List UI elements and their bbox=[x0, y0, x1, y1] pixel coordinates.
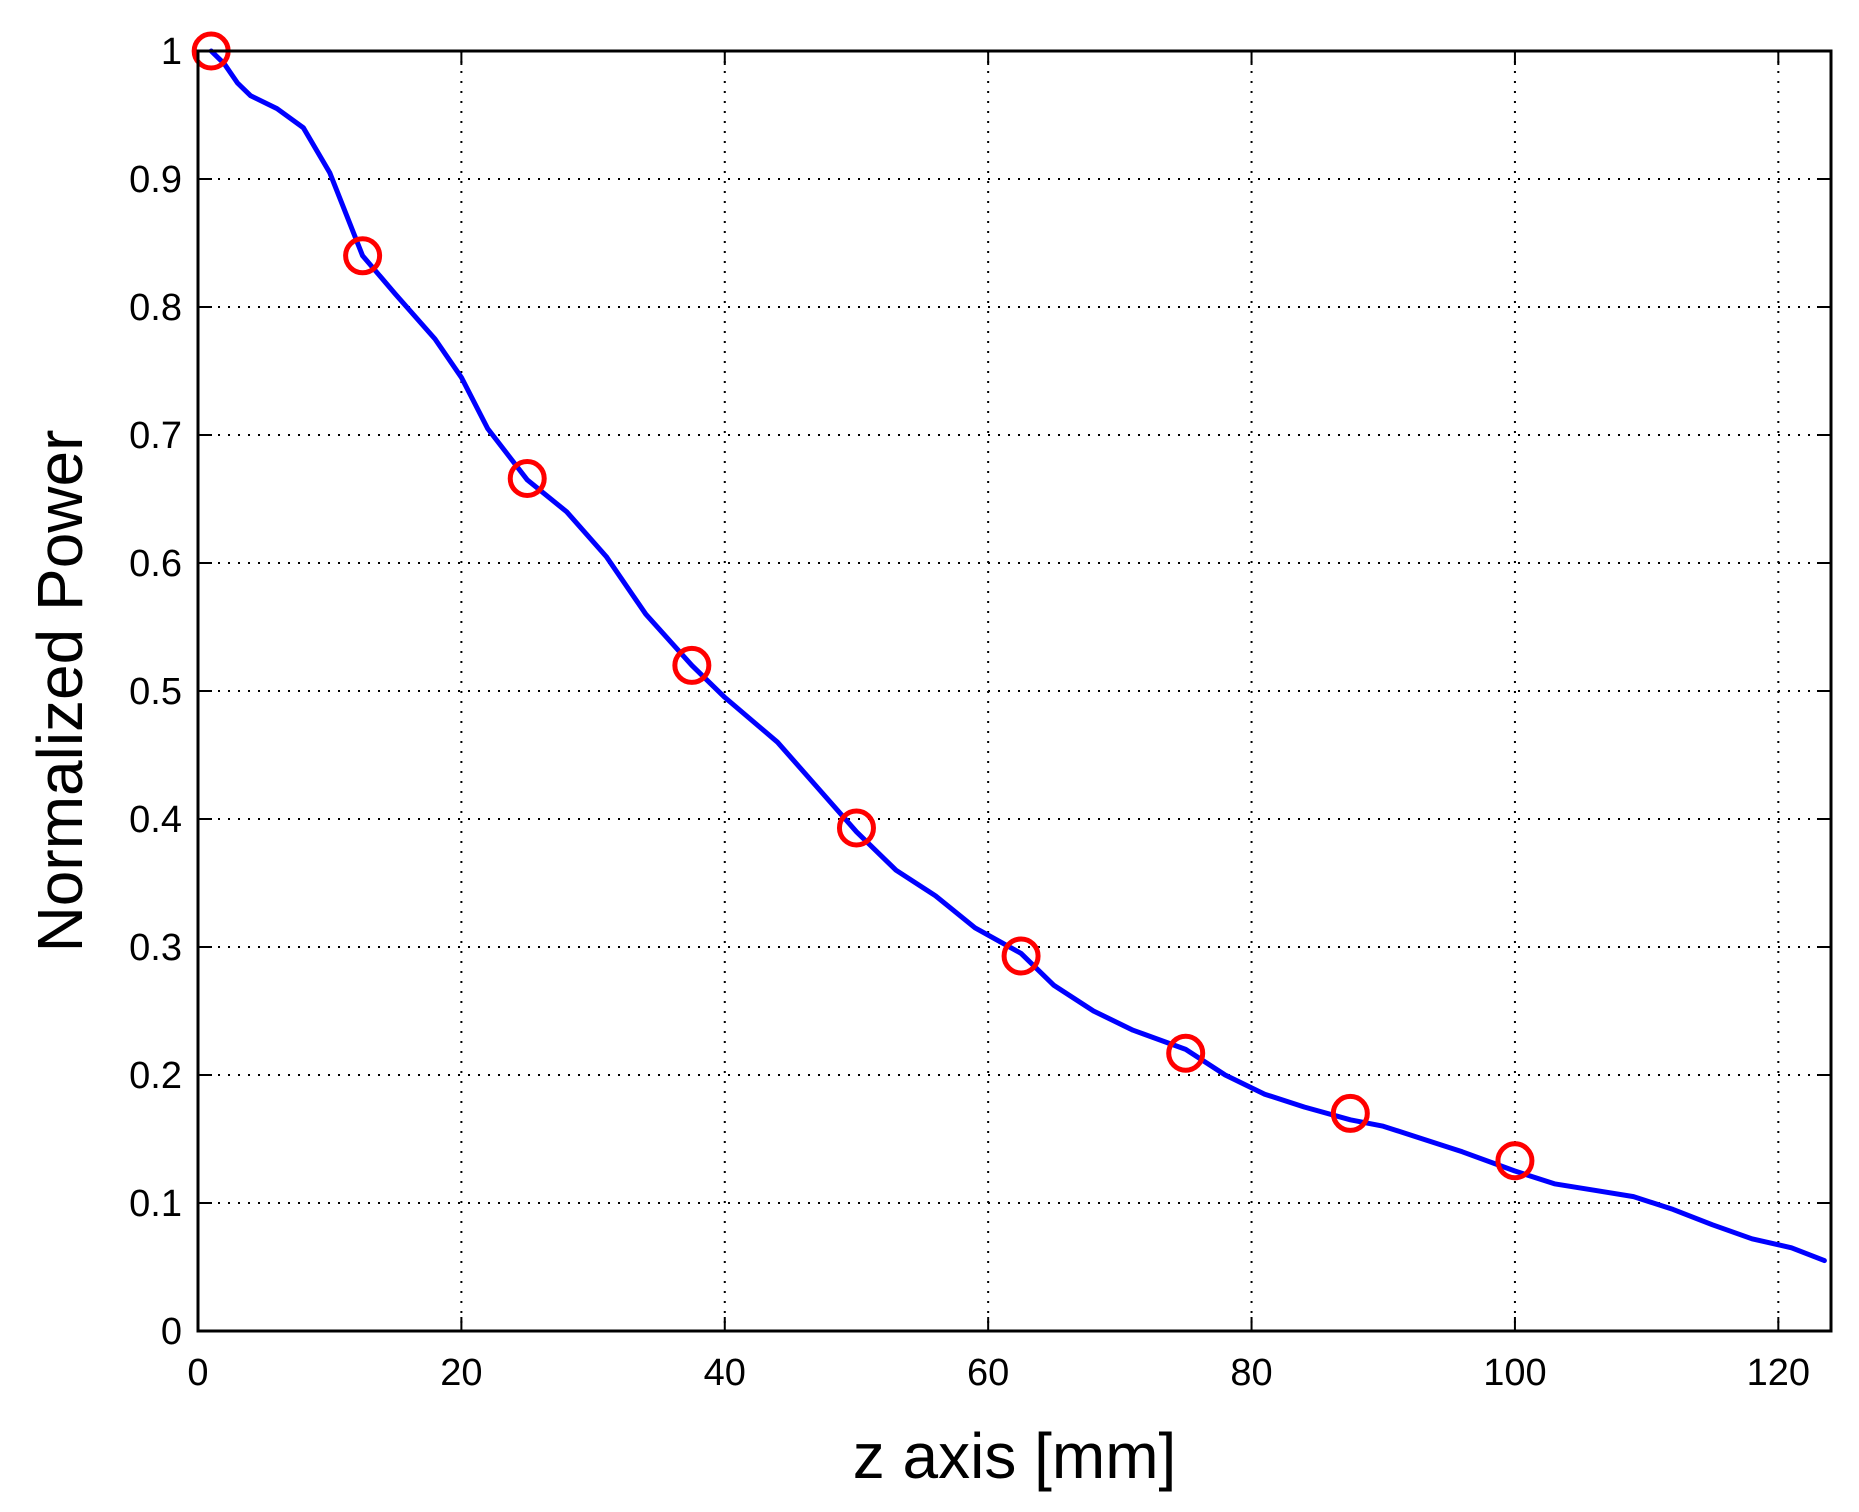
grid bbox=[198, 51, 1831, 1331]
y-tick-label: 1 bbox=[161, 31, 182, 73]
data-point-marker bbox=[672, 645, 712, 685]
data-point-marker bbox=[836, 808, 876, 848]
data-point-marker bbox=[1330, 1093, 1370, 1133]
y-tick-labels: 0 0.1 0.2 0.3 0.4 0.5 0.6 0.7 0.8 0.9 1 bbox=[129, 31, 182, 1353]
data-point-marker bbox=[507, 459, 547, 499]
x-tick-labels: 0 20 40 60 80 100 120 bbox=[187, 1352, 1810, 1394]
x-tick-label: 100 bbox=[1483, 1352, 1546, 1394]
y-tick-label: 0.3 bbox=[129, 927, 182, 969]
data-point-marker bbox=[1166, 1033, 1206, 1073]
series-layer bbox=[191, 31, 1827, 1264]
x-tick-label: 0 bbox=[187, 1352, 208, 1394]
x-tick-label: 120 bbox=[1747, 1352, 1810, 1394]
x-tick-label: 80 bbox=[1230, 1352, 1272, 1394]
y-tick-label: 0.1 bbox=[129, 1183, 182, 1225]
plot-frame bbox=[196, 49, 1833, 1333]
y-tick-label: 0.2 bbox=[129, 1055, 182, 1097]
data-point-marker bbox=[343, 236, 383, 276]
y-tick-label: 0.9 bbox=[129, 159, 182, 201]
data-point-marker bbox=[1001, 936, 1041, 976]
x-tick-label: 60 bbox=[967, 1352, 1009, 1394]
x-axis-title: z axis [mm] bbox=[853, 1420, 1177, 1492]
y-tick-label: 0.7 bbox=[129, 415, 182, 457]
x-tick-label: 20 bbox=[440, 1352, 482, 1394]
y-tick-label: 0.4 bbox=[129, 799, 182, 841]
x-tick-label: 40 bbox=[704, 1352, 746, 1394]
y-tick-label: 0 bbox=[161, 1311, 182, 1353]
y-axis-title: Normalized Power bbox=[24, 430, 96, 953]
data-point-marker bbox=[1495, 1141, 1535, 1181]
y-tick-label: 0.5 bbox=[129, 671, 182, 713]
y-tick-label: 0.8 bbox=[129, 287, 182, 329]
y-tick-label: 0.6 bbox=[129, 543, 182, 585]
